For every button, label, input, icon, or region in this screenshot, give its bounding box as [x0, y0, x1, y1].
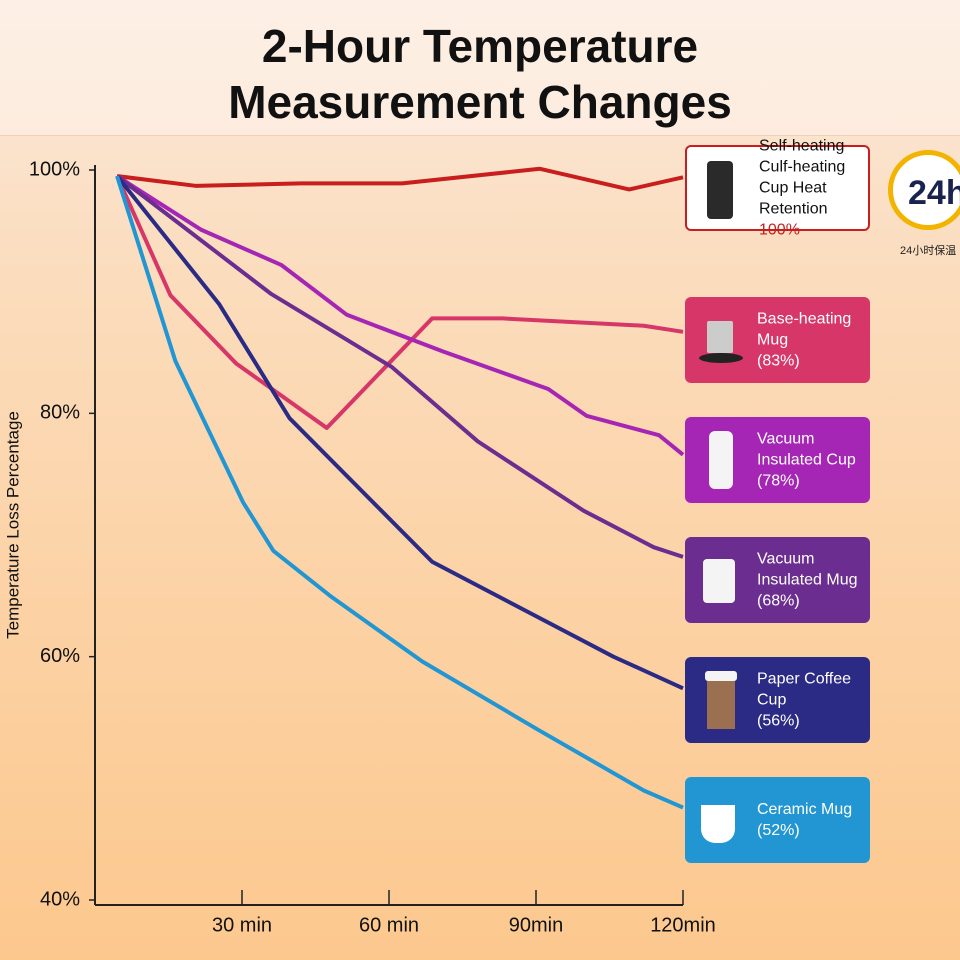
legend-icon — [699, 791, 743, 849]
y-tick-label: 40% — [40, 888, 80, 910]
y-tick-label: 100% — [29, 158, 80, 180]
legend-value: (56%) — [757, 712, 800, 730]
icon-shape — [705, 671, 737, 681]
icon-shape — [703, 559, 735, 603]
legend-text: Ceramic Mug (52%) — [757, 799, 864, 841]
x-tick-label: 60 min — [359, 914, 419, 936]
badge: 24h 24小时保温 — [880, 150, 960, 260]
legend-text: Vacuum Insulated Mug (68%) — [757, 549, 864, 612]
legend-label: Vacuum Insulated Mug — [757, 550, 858, 589]
legend-icon — [699, 431, 743, 489]
badge-circle — [888, 150, 960, 230]
legend-text: Vacuum Insulated Cup (78%) — [757, 429, 864, 492]
legend-icon — [699, 671, 743, 729]
series-line — [115, 174, 685, 457]
legend-item: Vacuum Insulated Cup (78%) — [685, 417, 870, 503]
icon-shape — [701, 805, 735, 843]
legend-text: Paper Coffee Cup (56%) — [757, 669, 864, 732]
legend-icon — [699, 551, 743, 609]
series-line — [115, 174, 684, 691]
series-line — [116, 166, 684, 192]
legend-value: (78%) — [757, 472, 800, 490]
badge-text: 24h — [908, 174, 960, 212]
legend-item: Vacuum Insulated Mug (68%) — [685, 537, 870, 623]
y-axis-label: Temperature Loss Percentage — [3, 411, 22, 639]
badge-subtext: 24小时保温 — [900, 245, 957, 257]
legend-item: Self-heating Culf-heating Cup Heat Reten… — [685, 138, 870, 239]
x-tick-label: 30 min — [212, 914, 272, 936]
legend-item: Base-heating Mug (83%) — [685, 297, 870, 383]
icon-shape — [707, 161, 733, 219]
legend-text: Base-heating Mug (83%) — [757, 309, 864, 372]
legend-label: Vacuum Insulated Cup — [757, 430, 856, 469]
icon-shape — [699, 353, 743, 363]
series-line — [115, 175, 684, 810]
icon-shape — [707, 321, 733, 353]
legend-text: Self-heating Culf-heating Cup Heat Reten… — [759, 136, 862, 241]
legend-label: Ceramic Mug — [757, 801, 853, 818]
legend-value: 100% — [759, 221, 800, 239]
icon-shape — [709, 431, 733, 489]
series-line — [115, 175, 684, 430]
y-tick-label: 80% — [40, 402, 80, 424]
header — [0, 0, 960, 136]
series-line — [115, 174, 684, 559]
legend-icon — [699, 311, 743, 369]
y-tick-label: 60% — [40, 645, 80, 667]
legend-value: (68%) — [757, 592, 800, 610]
legend-icon — [701, 161, 745, 219]
legend-value: (52%) — [757, 822, 800, 839]
legend-item: Ceramic Mug (52%) — [685, 777, 870, 863]
x-tick-label: 90min — [509, 914, 563, 936]
icon-shape — [707, 681, 735, 729]
chart-title: 2-Hour Temperature Measurement Changes — [228, 20, 732, 128]
x-tick-label: 120min — [650, 914, 716, 936]
legend-value: (83%) — [757, 352, 800, 370]
legend-label: Paper Coffee Cup — [757, 670, 851, 709]
legend-label: Base-heating Mug — [757, 310, 852, 349]
legend-label: Self-heating Culf-heating Cup Heat Reten… — [759, 137, 846, 218]
legend-item: Paper Coffee Cup (56%) — [685, 657, 870, 743]
